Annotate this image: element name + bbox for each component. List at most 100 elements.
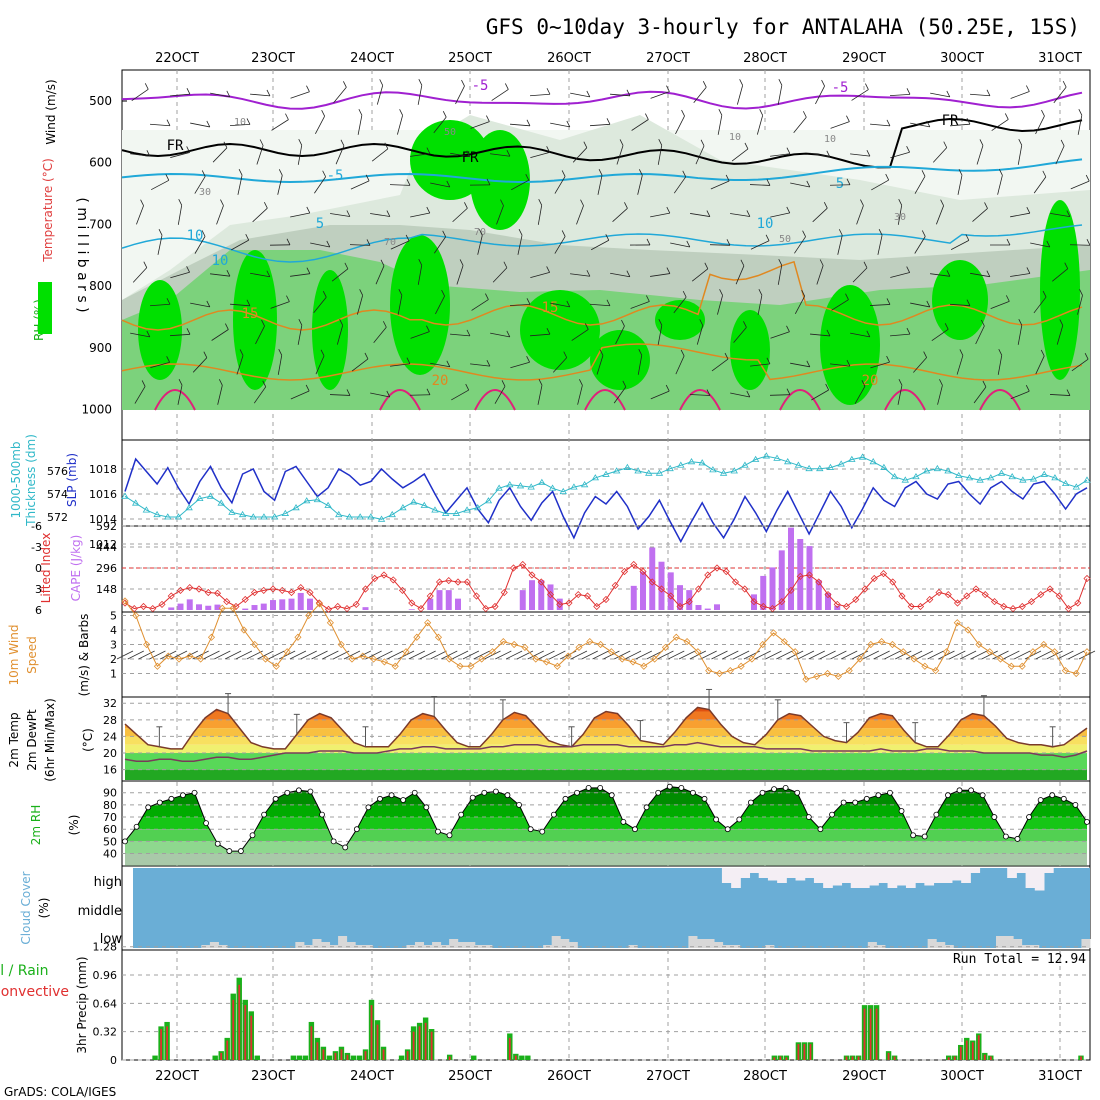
wind-barb bbox=[769, 394, 791, 396]
wind-barb-flag bbox=[206, 120, 211, 128]
wind-barb bbox=[210, 273, 230, 277]
wind-barb bbox=[930, 92, 950, 98]
lifted-index-line-point-9 bbox=[204, 588, 212, 597]
wind10-speed-line-point-89 bbox=[1083, 648, 1091, 656]
wind-barb bbox=[610, 93, 630, 97]
thickness-line-point-60 bbox=[762, 452, 771, 459]
wind-barb bbox=[589, 303, 611, 307]
wind-barb bbox=[777, 85, 783, 105]
wind10-speed-line-point-66 bbox=[834, 672, 842, 680]
lifted-index-line-point-85 bbox=[907, 602, 915, 611]
cape-bar-5 bbox=[168, 607, 175, 610]
wind-barb-flag bbox=[166, 119, 171, 126]
upper-ylabel-millibars: ( m i l l i b a r s ) bbox=[74, 197, 90, 312]
wind10-ylabel-c: (m/s) & Barbs bbox=[77, 614, 91, 697]
wind-barb-flag bbox=[485, 293, 489, 300]
thickness-line-point-11 bbox=[238, 510, 247, 518]
wind10-speed-line-point-45 bbox=[607, 648, 615, 656]
rh2m-line-point-42 bbox=[608, 792, 615, 799]
rh2m-line-point-29 bbox=[458, 811, 465, 818]
wind10-speed-line-point-2 bbox=[143, 640, 151, 649]
wind-barb-flag bbox=[682, 290, 687, 298]
wind10-speed-line-point-68 bbox=[856, 655, 864, 663]
wind-barb bbox=[736, 85, 744, 105]
wind-barb-flag bbox=[580, 199, 584, 206]
rh2m-line-point-51 bbox=[713, 816, 720, 823]
temp2m-tick-2: 24 bbox=[103, 730, 117, 743]
panel-frame-precip bbox=[121, 949, 1091, 1061]
wind-barb bbox=[477, 235, 483, 255]
wind-barb-flag bbox=[486, 178, 491, 186]
wind-barb-flag bbox=[398, 288, 403, 296]
precip-conv-bar-36 bbox=[340, 1049, 343, 1060]
lifted-index-line-point-96 bbox=[1009, 605, 1017, 613]
precip-conv-bar-122 bbox=[857, 1056, 860, 1060]
wind-barb bbox=[517, 235, 523, 255]
thickness-line-point-13 bbox=[260, 513, 268, 520]
wind-barb-flag bbox=[1026, 207, 1031, 214]
rh2m-line-point-37 bbox=[550, 811, 557, 818]
precip-ylabel-a: Total / Rain bbox=[0, 963, 49, 979]
wind-barb bbox=[972, 208, 988, 222]
wind-barb-flag bbox=[186, 266, 190, 273]
lifted-index-line-point-101 bbox=[1055, 592, 1063, 600]
rh-shade-bright-10 bbox=[1040, 200, 1080, 380]
wind-barb bbox=[670, 242, 690, 248]
wind-barb-flag bbox=[1041, 109, 1045, 117]
rh2m-line-point-64 bbox=[863, 795, 870, 802]
cloud-low-bar-68 bbox=[714, 942, 724, 948]
wind-barb bbox=[470, 121, 490, 129]
lifted-index-line-point-47 bbox=[556, 600, 564, 608]
wind-barb bbox=[794, 295, 806, 315]
wind-barb bbox=[132, 267, 148, 283]
cloud-high-clear-86 bbox=[924, 868, 935, 886]
rh2m-tick-5: 40 bbox=[103, 847, 117, 860]
wind-barb-flag bbox=[201, 230, 206, 237]
wind-barb bbox=[212, 147, 228, 163]
wind10-barb-21 bbox=[343, 650, 361, 660]
cloud-low-bar-39 bbox=[466, 942, 476, 948]
precip-total-bar-39 bbox=[356, 1055, 363, 1060]
thickness-line-point-68 bbox=[848, 455, 856, 462]
wind-barb bbox=[252, 207, 268, 223]
wind-barb-flag bbox=[921, 230, 926, 237]
thickness-line bbox=[124, 455, 1088, 520]
wind10-barb-3 bbox=[149, 650, 166, 660]
wind10-barb-1 bbox=[127, 650, 144, 660]
wind-barb-flag bbox=[344, 262, 349, 270]
lifted-index-line-point-73 bbox=[796, 572, 804, 580]
wind10-speed-line-point-17 bbox=[305, 611, 313, 620]
cloud-high-clear-90 bbox=[961, 868, 971, 883]
wind10-speed-line-point-52 bbox=[683, 638, 691, 646]
wind-barb-flag bbox=[619, 139, 624, 146]
wind10-speed-line-point-22 bbox=[359, 652, 367, 660]
temp-contour-25-6 bbox=[884, 389, 926, 411]
wind-barb bbox=[256, 145, 264, 165]
wind-barb-flag bbox=[821, 79, 825, 87]
precip-conv-bar-35 bbox=[334, 1052, 337, 1060]
wind-barb bbox=[1050, 213, 1070, 217]
cloud-high-clear-85 bbox=[915, 868, 925, 883]
cloud-low-bar-94 bbox=[936, 942, 946, 948]
wind10-barb-73 bbox=[905, 650, 923, 660]
wind-barb-flag bbox=[865, 83, 869, 90]
rh-shade-bright-3 bbox=[390, 235, 450, 375]
wind-barb bbox=[730, 392, 750, 398]
cloud-high-clear-83 bbox=[896, 868, 907, 886]
cloud-high-clear-96 bbox=[1016, 868, 1027, 873]
wind-barb bbox=[650, 91, 670, 99]
wind-barb bbox=[450, 333, 470, 337]
temp2m-band-7 bbox=[125, 707, 1087, 712]
temp2m-line bbox=[124, 706, 1088, 750]
wind10-barb-54 bbox=[700, 650, 717, 660]
wind-barb-flag bbox=[478, 229, 483, 236]
wind-barb-flag bbox=[1018, 318, 1023, 326]
rh2m-line-point-16 bbox=[307, 788, 314, 795]
wind-barb bbox=[290, 390, 310, 400]
wind-barb-flag bbox=[778, 78, 783, 86]
thickness-line-point-21 bbox=[345, 513, 354, 520]
upper-ylabel-wind: Wind (m/s) bbox=[44, 79, 58, 144]
wind-barb-flag bbox=[561, 230, 566, 237]
wind-barb-flag bbox=[158, 229, 163, 236]
cloud-high-clear-82 bbox=[887, 868, 898, 888]
